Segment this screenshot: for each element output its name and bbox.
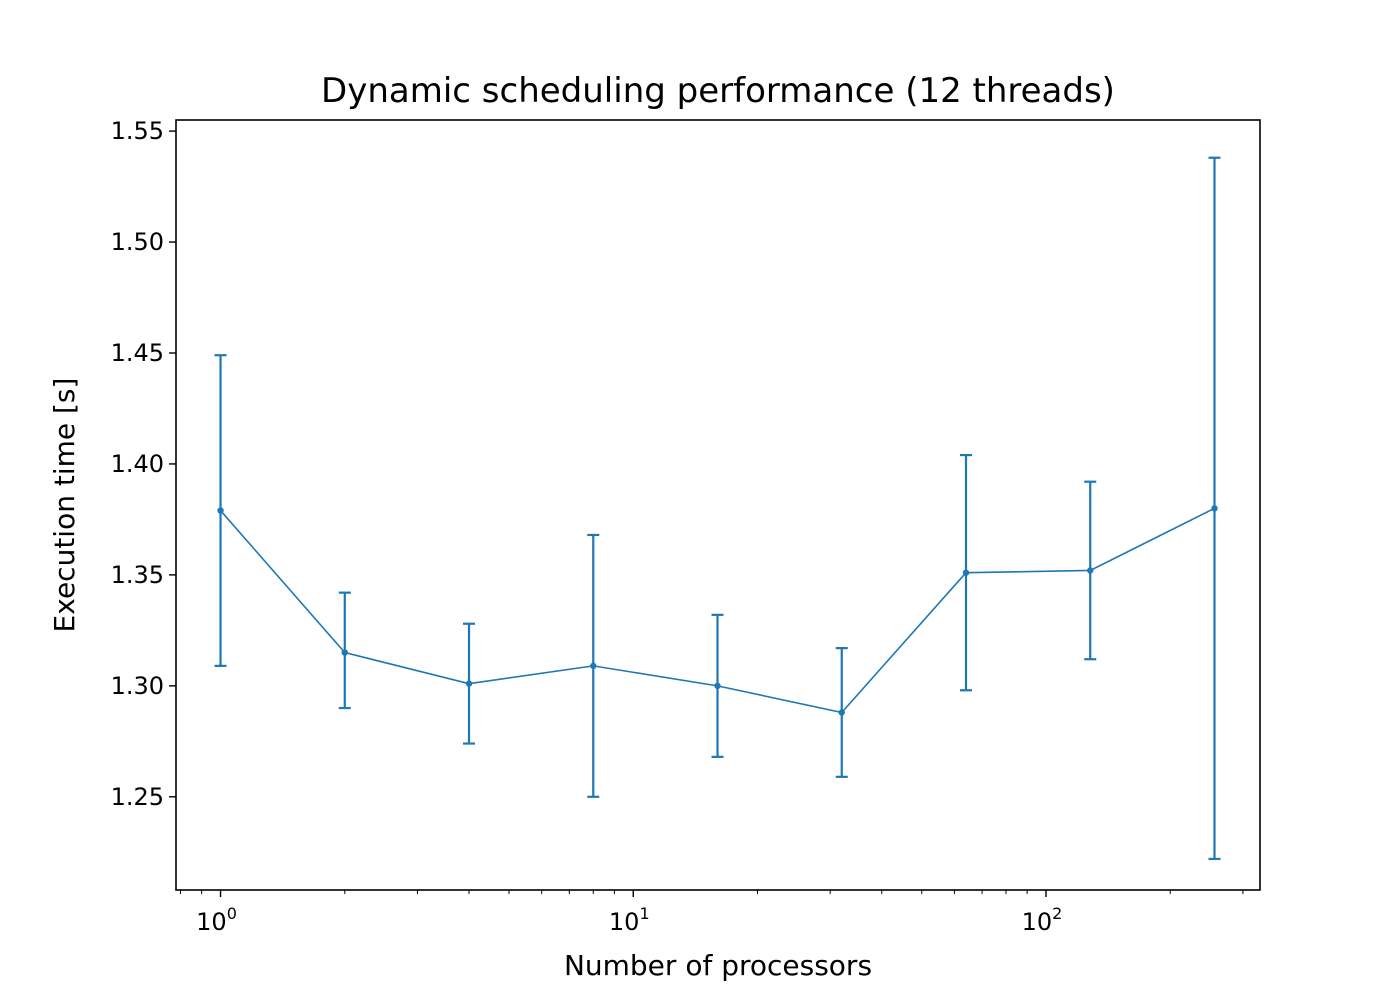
- data-point: [341, 649, 348, 656]
- data-point: [838, 709, 845, 716]
- data-point: [465, 680, 473, 687]
- y-axis-label: Execution time [s]: [48, 378, 81, 633]
- y-tick-label: 1.35: [111, 561, 164, 589]
- data-point: [590, 662, 597, 670]
- y-tick-label: 1.40: [111, 450, 164, 478]
- data-point: [1211, 505, 1218, 512]
- y-tick-label: 1.30: [111, 672, 164, 700]
- y-axis: 1.25 1.30 1.35 1.40 1.45 1.50 1.55: [111, 117, 176, 811]
- data-point: [217, 507, 224, 514]
- data-point: [962, 569, 970, 576]
- x-tick-label: 102: [1022, 904, 1063, 936]
- x-axis-label: Number of processors: [564, 949, 872, 982]
- chart-title: Dynamic scheduling performance (12 threa…: [321, 71, 1115, 111]
- x-tick-label: 101: [609, 904, 650, 936]
- plot-area: [214, 156, 1221, 861]
- data-point: [714, 682, 721, 690]
- y-tick-label: 1.25: [111, 783, 164, 811]
- y-tick-label: 1.55: [111, 117, 164, 145]
- y-tick-label: 1.50: [111, 228, 164, 256]
- x-tick-label: 100: [196, 904, 237, 936]
- plot-frame: [175, 119, 1261, 891]
- data-point: [1087, 567, 1094, 574]
- y-tick-label: 1.45: [111, 339, 164, 367]
- x-axis: 100 101 102: [180, 890, 1244, 936]
